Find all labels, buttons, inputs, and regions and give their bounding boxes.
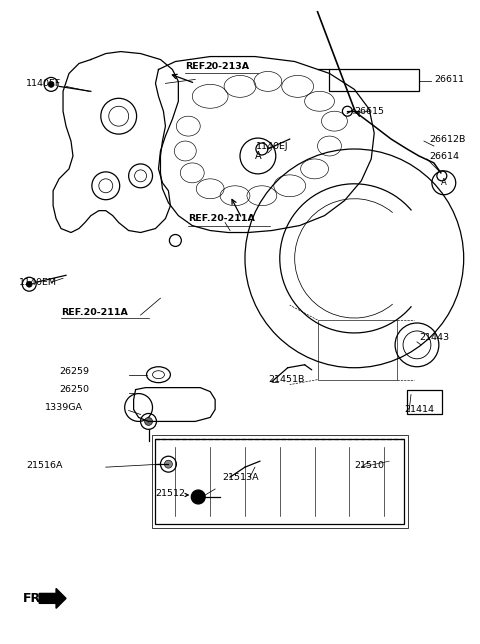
Text: REF.: REF.	[185, 62, 208, 71]
Text: A: A	[441, 178, 447, 187]
Circle shape	[192, 490, 205, 504]
Text: 21443: 21443	[419, 334, 449, 343]
Bar	[407, 390, 442, 415]
Text: 26611: 26611	[434, 75, 464, 84]
Text: REF.20-211A: REF.20-211A	[188, 214, 255, 223]
Circle shape	[165, 460, 172, 468]
Text: 26250: 26250	[59, 385, 89, 394]
Bar	[156, 439, 404, 524]
Bar	[318, 320, 397, 380]
Circle shape	[26, 281, 32, 287]
Text: A: A	[254, 151, 261, 161]
Bar	[329, 70, 419, 91]
Text: 21513A: 21513A	[222, 473, 259, 482]
Circle shape	[144, 417, 153, 426]
Text: FR.: FR.	[23, 592, 47, 605]
Text: 21414: 21414	[404, 405, 434, 414]
Text: 26259: 26259	[59, 367, 89, 376]
Polygon shape	[39, 589, 66, 609]
Text: 21510: 21510	[354, 460, 384, 469]
Circle shape	[48, 81, 54, 88]
Text: 21451B: 21451B	[268, 375, 304, 384]
Text: 26614: 26614	[429, 153, 459, 162]
Text: 21516A: 21516A	[26, 460, 63, 469]
Text: 1140EJ: 1140EJ	[256, 142, 288, 151]
Text: REF.20-211A: REF.20-211A	[61, 308, 128, 317]
Text: 26615: 26615	[354, 107, 384, 116]
Text: 20-213A: 20-213A	[205, 62, 249, 71]
Text: 1140EF: 1140EF	[26, 79, 61, 88]
Text: 1339GA: 1339GA	[45, 403, 83, 412]
Text: 21512: 21512	[156, 489, 185, 498]
Bar	[152, 435, 408, 528]
Text: 1140EM: 1140EM	[19, 278, 57, 287]
Text: 26612B: 26612B	[429, 135, 465, 144]
